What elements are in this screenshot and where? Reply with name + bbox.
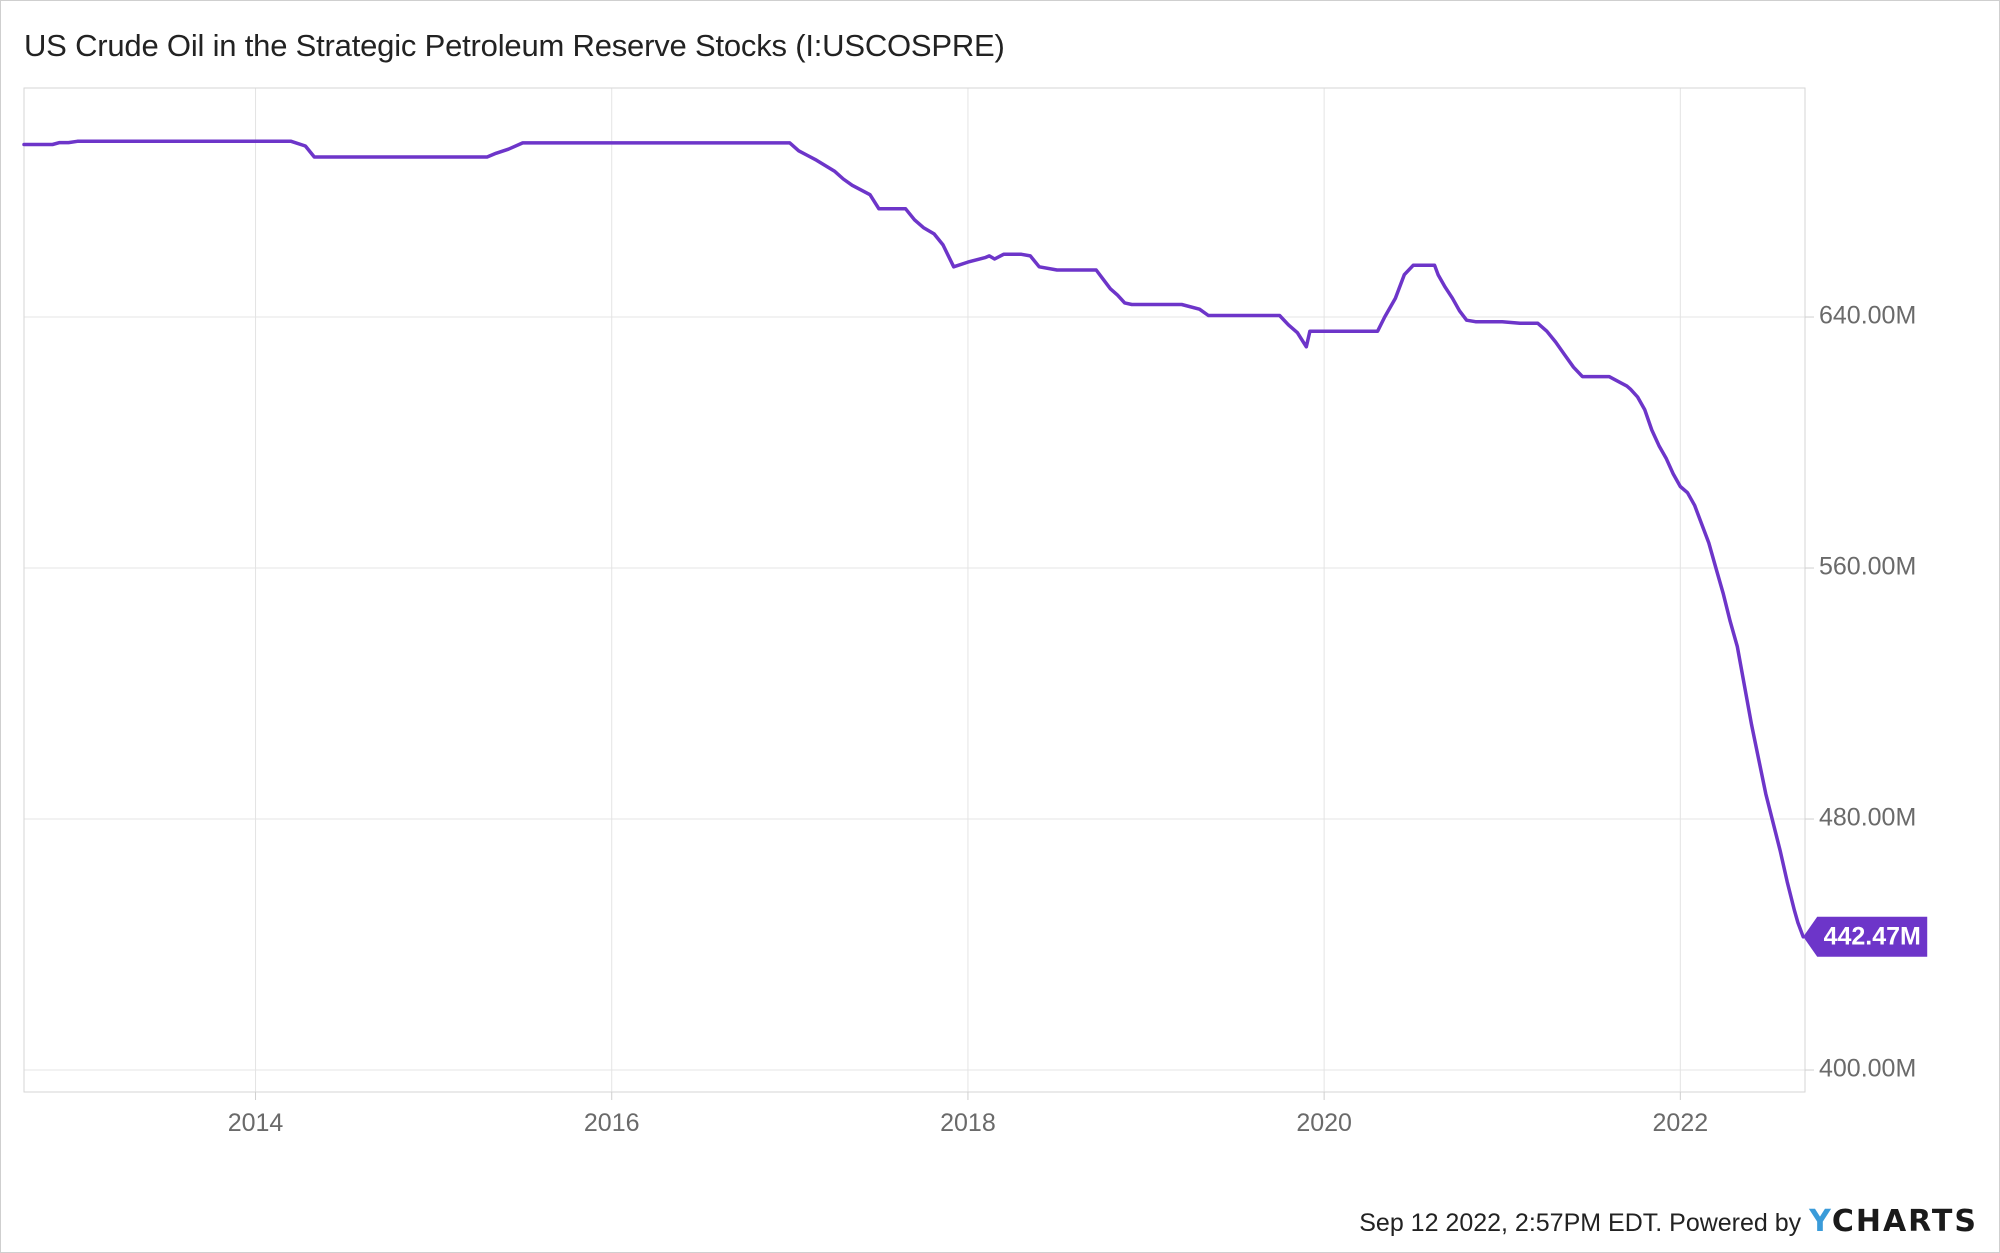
x-tick-label: 2020 [1296, 1109, 1352, 1137]
chart-title: US Crude Oil in the Strategic Petroleum … [24, 28, 1005, 63]
y-tick-label: 640.00M [1819, 302, 1916, 330]
grid-lines [24, 88, 1805, 1092]
x-tick-label: 2018 [940, 1109, 996, 1137]
chart-footer: Sep 12 2022, 2:57PM EDT. Powered by YCHA… [1359, 1204, 1978, 1239]
y-tick-label: 400.00M [1819, 1055, 1916, 1083]
last-value-label: 442.47M [1824, 922, 1921, 950]
x-axis: 2014 2016 2018 2020 2022 [228, 1092, 1708, 1137]
y-tick-label: 480.00M [1819, 804, 1916, 832]
y-axis: 400.00M 480.00M 560.00M 640.00M [1805, 302, 1916, 1083]
y-tick-label: 560.00M [1819, 553, 1916, 581]
last-value-badge [1803, 916, 1928, 957]
ycharts-logo[interactable]: YCHARTS [1809, 1204, 1978, 1239]
x-tick-label: 2016 [584, 1109, 640, 1137]
ycharts-logo-text: CHARTS [1831, 1204, 1978, 1239]
footer-timestamp: Sep 12 2022, 2:57PM EDT. Powered by [1359, 1209, 1802, 1237]
x-tick-label: 2022 [1653, 1109, 1709, 1137]
series-layer [22, 139, 1805, 939]
ycharts-logo-y: Y [1809, 1204, 1832, 1239]
last-value-marker: 442.47M [1803, 916, 1928, 957]
x-tick-label: 2014 [228, 1109, 284, 1137]
plot-area-border [23, 87, 1806, 1093]
series-line [22, 139, 1805, 939]
